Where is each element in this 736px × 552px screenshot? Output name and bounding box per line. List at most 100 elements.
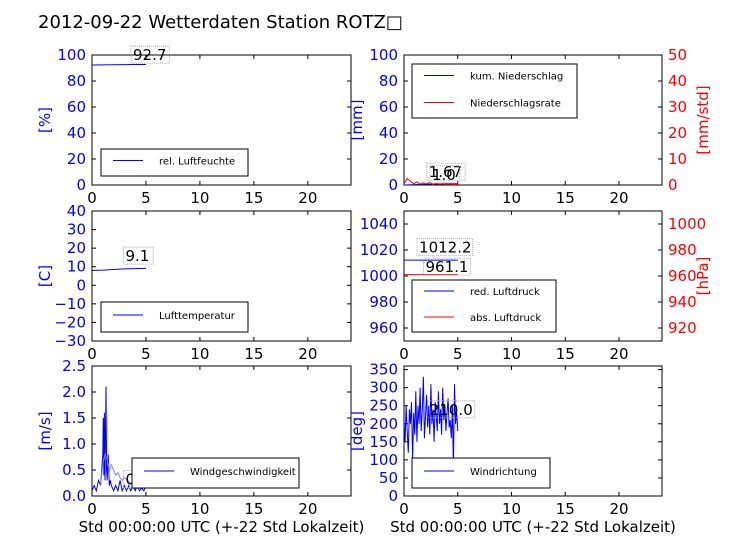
x-tick-label: 5: [453, 189, 463, 207]
y-tick-label: 40: [379, 124, 398, 142]
y2-tick-label: 960: [668, 267, 697, 285]
legend-label: Niederschlagsrate: [470, 99, 561, 110]
y-tick-label: 80: [67, 72, 86, 90]
y-tick-label: 100: [369, 451, 398, 469]
y-tick-label: 200: [369, 415, 398, 433]
x-tick-label: 0: [399, 189, 409, 207]
y-axis-label: [C]: [36, 265, 54, 287]
y-tick-label: 2.5: [62, 357, 86, 375]
legend-box: [100, 148, 249, 177]
x-tick-label: 15: [556, 500, 575, 518]
y2-tick-label: 1000: [668, 215, 706, 233]
x-tick-label: 5: [141, 345, 151, 363]
y2-tick-label: 0: [668, 176, 678, 194]
legend-box: [411, 279, 557, 333]
y-tick-label: 0: [76, 176, 86, 194]
x-tick-label: 10: [190, 345, 209, 363]
x-tick-label: 10: [502, 189, 521, 207]
y2-tick-label: 940: [668, 293, 697, 311]
y-tick-label: −30: [54, 332, 86, 350]
y2-tick-label: 920: [668, 319, 697, 337]
x-tick-label: 20: [609, 345, 628, 363]
legend-label: abs. Luftdruck: [470, 313, 541, 324]
y-tick-label: 30: [67, 221, 86, 239]
value-annotation: 92.7: [133, 46, 166, 64]
y-tick-label: 1.0: [62, 435, 86, 453]
value-annotation: 210.0: [430, 401, 473, 419]
x-tick-label: 5: [141, 500, 151, 518]
x-tick-label: 10: [502, 345, 521, 363]
legend-box: [100, 301, 249, 333]
y-tick-label: 980: [369, 293, 398, 311]
y-tick-label: 2.0: [62, 383, 86, 401]
x-tick-label: 15: [556, 189, 575, 207]
value-annotation: 961.1: [426, 258, 469, 276]
series-group: [92, 64, 146, 66]
x-tick-label: 0: [87, 500, 97, 518]
y-tick-label: 20: [67, 150, 86, 168]
x-tick-label: 10: [502, 500, 521, 518]
wind-speed-chart: 0 5 10 15 20 0.0 0.5 1.0 1.5 2.0 2.5 [m/s] Std 00:00…: [36, 357, 364, 536]
x-tick-label: 20: [298, 189, 317, 207]
y-tick-label: 10: [67, 258, 86, 276]
legend-box: [131, 457, 300, 489]
series-group: [92, 267, 147, 271]
figure-title: 2012-09-22 Wetterdaten Station ROTZ□: [38, 12, 403, 33]
legend-label: rel. Luftfeuchte: [159, 157, 235, 168]
y2-tick-label: 20: [668, 124, 687, 142]
x-tick-label: 0: [87, 189, 97, 207]
humidity-chart: 0 5 10 15 20 0 20 40 60 80 100 [%] 92.7 rel. Luftfeuc…: [36, 45, 352, 207]
x-tick-label: 20: [298, 345, 317, 363]
temperature-chart: 0 5 10 15 20−30−20−10010203040[C]9.1Lufttemp…: [36, 202, 352, 363]
x-tick-label: 5: [453, 500, 463, 518]
precipitation-chart: 0 5 10 15 20 0 20 40 60 80 100 0 10 20 30 40 50 [mm/std] […: [348, 46, 712, 207]
value-annotation: 1.0: [432, 166, 456, 184]
x-tick-label: 20: [609, 500, 628, 518]
y2-tick-label: 50: [668, 46, 687, 64]
x-tick-label: 15: [244, 189, 263, 207]
annotation-box: [122, 246, 154, 265]
legend-box: [411, 457, 551, 489]
x-tick-label: 20: [609, 189, 628, 207]
y-tick-label: 150: [369, 433, 398, 451]
y-axis-label: [m/s]: [36, 411, 54, 450]
x-tick-label: 20: [298, 500, 317, 518]
y-tick-label: 0.5: [62, 461, 86, 479]
y2-axis-label: [mm/std]: [694, 85, 712, 154]
series-line: [404, 177, 458, 185]
value-annotation: 1.67: [429, 163, 462, 181]
y-tick-label: −10: [54, 295, 86, 313]
x-tick-label: 5: [453, 345, 463, 363]
annotation-box: [426, 162, 466, 181]
x-axis-label: Std 00:00:00 UTC (+-22 Std Lokalzeit): [390, 518, 676, 536]
x-axis-label: Std 00:00:00 UTC (+-22 Std Lokalzeit): [79, 518, 365, 536]
y-tick-label: 960: [369, 319, 398, 337]
legend-label: Windrichtung: [470, 467, 537, 478]
y2-tick-label: 10: [668, 150, 687, 168]
y2-tick-label: 30: [668, 98, 687, 116]
y-tick-label: 50: [379, 469, 398, 487]
legend-label: red. Luftdruck: [470, 287, 540, 298]
annotation-box: [429, 165, 461, 184]
y-tick-label: 0: [388, 487, 398, 505]
y-tick-label: 1.5: [62, 409, 86, 427]
y-tick-label: 0.0: [62, 487, 86, 505]
x-tick-label: 15: [244, 500, 263, 518]
y2-tick-label: 980: [668, 241, 697, 259]
y-tick-label: 60: [379, 98, 398, 116]
legend-box: [411, 63, 578, 119]
legend-label: Windgeschwindigkeit: [190, 467, 296, 478]
x-tick-label: 0: [399, 500, 409, 518]
x-tick-label: 15: [244, 345, 263, 363]
y-axis-label: [mm]: [348, 100, 366, 141]
x-tick-label: 10: [190, 500, 209, 518]
y-tick-label: 250: [369, 397, 398, 415]
y-tick-label: 1000: [360, 267, 398, 285]
y-axis-label: [deg]: [348, 411, 366, 451]
y-tick-label: 40: [67, 124, 86, 142]
y-tick-label: 0: [388, 176, 398, 194]
x-tick-label: 10: [190, 189, 209, 207]
y-tick-label: 1040: [360, 215, 398, 233]
annotation-box: [416, 238, 474, 257]
